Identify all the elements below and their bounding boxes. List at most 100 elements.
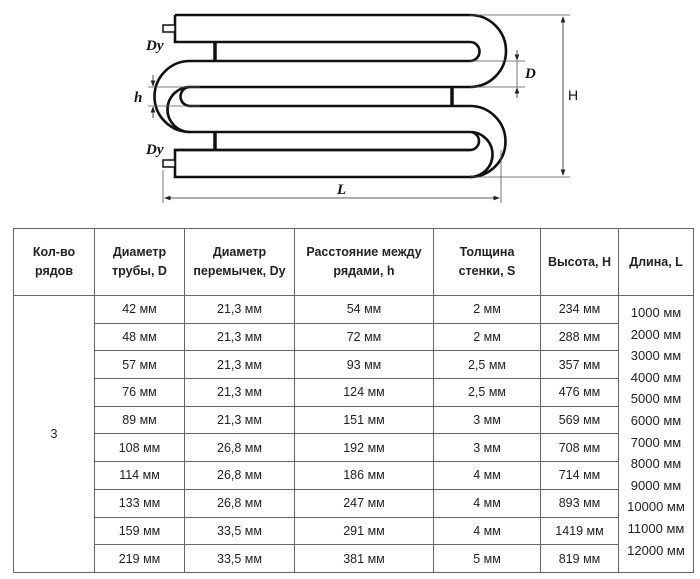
table-cell: 26,8 мм bbox=[184, 461, 295, 490]
table-cell: 93 мм bbox=[294, 350, 434, 380]
table-cell: 33,5 мм bbox=[184, 544, 295, 573]
header-line: Диаметр bbox=[212, 245, 267, 259]
table-cell: 5 мм bbox=[433, 544, 541, 573]
table-cell: 54 мм bbox=[294, 295, 434, 324]
column-header: Толщина стенки, S bbox=[433, 228, 541, 296]
label-dy-bottom: Dy bbox=[145, 142, 164, 158]
header-line: Длина, L bbox=[629, 254, 683, 269]
table-cell: 159 мм bbox=[94, 516, 185, 546]
length-value: 4000 мм bbox=[630, 369, 682, 385]
table-cell: 247 мм bbox=[294, 488, 434, 518]
table-cell: 72 мм bbox=[294, 322, 434, 352]
table-cell: 2 мм bbox=[433, 322, 541, 352]
table-cell: 708 мм bbox=[540, 433, 619, 463]
table-row: 133 мм 26,8 мм 247 мм 4 мм 893 мм bbox=[14, 488, 694, 518]
table-cell: 186 мм bbox=[294, 461, 434, 490]
header-line: рядов bbox=[34, 264, 74, 278]
pipe-outline bbox=[153, 13, 508, 179]
table-cell: 291 мм bbox=[294, 516, 434, 546]
table-cell: 819 мм bbox=[540, 544, 619, 573]
length-value: 6000 мм bbox=[630, 412, 682, 428]
table-cell: 288 мм bbox=[540, 322, 619, 352]
length-value: 3000 мм bbox=[630, 348, 682, 364]
table-cell: 714 мм bbox=[540, 461, 619, 490]
table-cell: 124 мм bbox=[294, 378, 434, 407]
table-row: 159 мм 33,5 мм 291 мм 4 мм 1419 мм bbox=[14, 516, 694, 546]
table-cell: 4 мм bbox=[433, 461, 541, 490]
length-value: 7000 мм bbox=[630, 434, 682, 450]
rows-count-cell: 3 bbox=[13, 295, 95, 573]
table-cell: 21,3 мм bbox=[184, 405, 295, 435]
table-cell: 76 мм bbox=[94, 378, 185, 407]
length-value: 9000 мм bbox=[630, 477, 682, 493]
length-value: 1000 мм bbox=[630, 305, 682, 320]
nozzles bbox=[162, 24, 176, 168]
table-cell: 21,3 мм bbox=[184, 378, 295, 407]
column-header: Кол-во рядов bbox=[13, 228, 95, 296]
table-body: 3 42 мм 21,3 мм 54 мм 2 мм 234 мм 1000 мм 2000 … bbox=[13, 295, 694, 573]
table-cell: 57 мм bbox=[94, 350, 185, 380]
table-cell: 2,5 мм bbox=[433, 378, 541, 407]
column-header: Расстояние между рядами, h bbox=[294, 228, 434, 296]
length-value: 2000 мм bbox=[630, 326, 682, 342]
table-cell: 26,8 мм bbox=[184, 433, 295, 463]
label-h: h bbox=[134, 90, 142, 106]
label-l: L bbox=[336, 182, 346, 198]
table-cell: 133 мм bbox=[94, 488, 185, 518]
column-header: Длина, L bbox=[618, 228, 694, 296]
table-row: 114 мм 26,8 мм 186 мм 4 мм 714 мм bbox=[14, 461, 694, 490]
table-cell: 3 мм bbox=[433, 405, 541, 435]
table-cell: 4 мм bbox=[433, 516, 541, 546]
table-cell: 219 мм bbox=[94, 544, 185, 573]
table-cell: 42 мм bbox=[94, 295, 185, 324]
header-line: Диаметр bbox=[112, 245, 167, 259]
dimension-lines bbox=[148, 14, 570, 203]
table-cell: 4 мм bbox=[433, 488, 541, 518]
header-line: Расстояние между bbox=[306, 245, 422, 259]
table-row: 108 мм 26,8 мм 192 мм 3 мм 708 мм bbox=[14, 433, 694, 463]
length-value: 12000 мм bbox=[627, 542, 685, 558]
table-cell: 1419 мм bbox=[540, 516, 619, 546]
header-line: стенки, S bbox=[458, 264, 516, 278]
label-d: D bbox=[524, 66, 536, 82]
lengths-cell: 1000 мм 2000 мм 3000 мм 4000 мм 5000 мм 6000 … bbox=[618, 295, 694, 573]
table-row: 3 42 мм 21,3 мм 54 мм 2 мм 234 мм 1000 мм 2000 … bbox=[13, 295, 694, 573]
table-row: 48 мм 21,3 мм 72 мм 2 мм 288 мм bbox=[14, 322, 694, 352]
table-cell: 21,3 мм bbox=[184, 350, 295, 380]
label-dy-top: Dy bbox=[145, 38, 164, 54]
header-line: рядами, h bbox=[333, 264, 395, 278]
table-cell: 89 мм bbox=[94, 405, 185, 435]
table-row: 219 мм 33,5 мм 381 мм 5 мм 819 мм bbox=[14, 544, 694, 573]
length-value: 8000 мм bbox=[630, 456, 682, 472]
specs-table: Кол-во рядов Диаметр трубы, D Диаметр перемыч… bbox=[13, 228, 694, 573]
header-line: Кол-во bbox=[32, 245, 76, 259]
table-cell: 114 мм bbox=[94, 461, 185, 490]
length-value: 11000 мм bbox=[627, 520, 685, 536]
length-value: 10000 мм bbox=[627, 499, 685, 515]
table-cell: 21,3 мм bbox=[184, 295, 295, 324]
table-cell: 48 мм bbox=[94, 322, 185, 352]
length-value: 5000 мм bbox=[630, 391, 682, 407]
header-line: Толщина bbox=[459, 245, 515, 259]
serpentine-pipe-diagram: Dy Dy h D L H bbox=[134, 13, 578, 203]
column-header: Высота, H bbox=[540, 228, 619, 296]
table-cell: 3 мм bbox=[433, 433, 541, 463]
table-cell: 569 мм bbox=[540, 405, 619, 435]
table-cell: 476 мм bbox=[540, 378, 619, 407]
header-line: Высота, H bbox=[547, 254, 612, 269]
header-line: трубы, D bbox=[112, 264, 167, 278]
column-header: Диаметр перемычек, Dy bbox=[184, 228, 295, 296]
table-cell: 234 мм bbox=[540, 295, 619, 324]
table-row: 76 мм 21,3 мм 124 мм 2,5 мм 476 мм bbox=[14, 378, 694, 407]
table-cell: 2,5 мм bbox=[433, 350, 541, 380]
table-cell: 26,8 мм bbox=[184, 488, 295, 518]
table-cell: 357 мм bbox=[540, 350, 619, 380]
header-line: перемычек, Dy bbox=[193, 264, 286, 278]
table-cell: 2 мм bbox=[433, 295, 541, 324]
column-header: Диаметр трубы, D bbox=[94, 228, 185, 296]
table-cell: 151 мм bbox=[294, 405, 434, 435]
table-cell: 21,3 мм bbox=[184, 322, 295, 352]
table-cell: 108 мм bbox=[94, 433, 185, 463]
label-height: H bbox=[568, 87, 578, 103]
table-row: 89 мм 21,3 мм 151 мм 3 мм 569 мм bbox=[14, 405, 694, 435]
